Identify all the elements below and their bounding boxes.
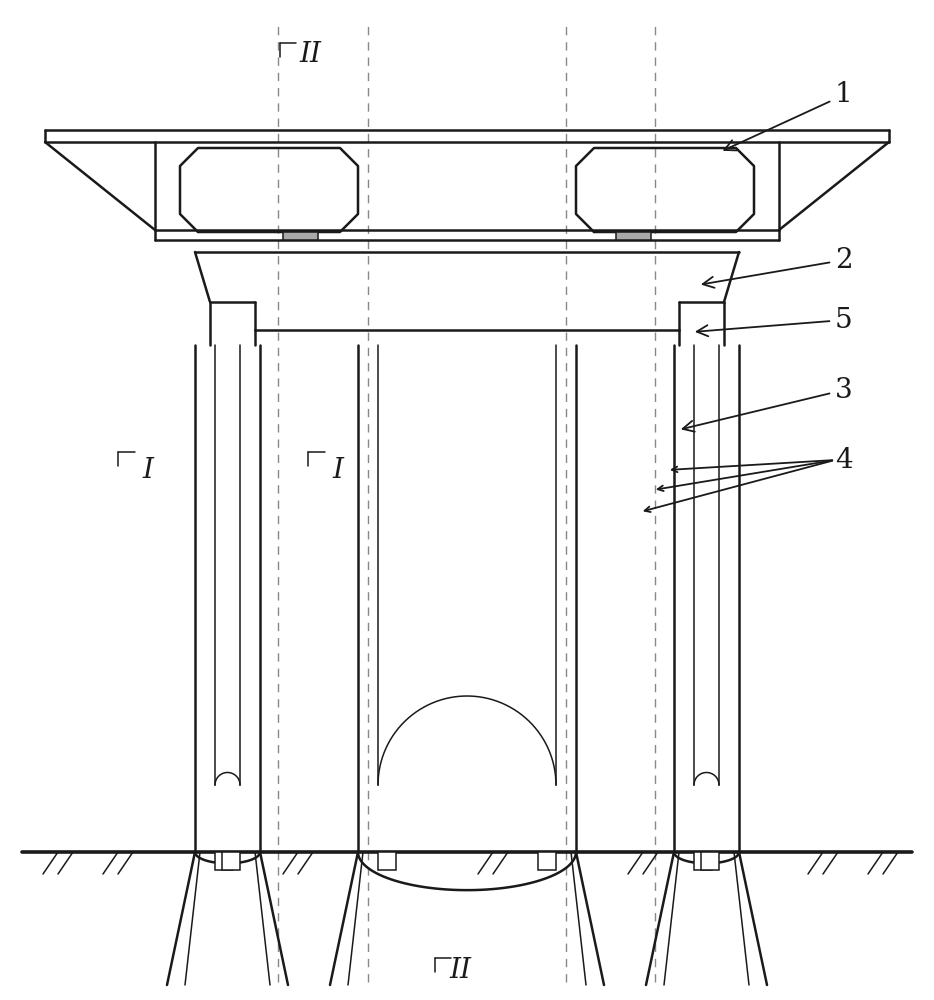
Text: 1: 1 (725, 82, 853, 150)
Bar (694, 852, 712, 870)
Bar (616, 232, 651, 240)
Bar (222, 852, 240, 870)
Text: 3: 3 (683, 376, 853, 432)
Bar (701, 852, 719, 870)
Text: I: I (143, 456, 153, 484)
Text: II: II (449, 956, 471, 984)
Bar (283, 232, 318, 240)
Text: 2: 2 (702, 246, 853, 288)
Text: 5: 5 (697, 306, 853, 336)
Text: I: I (333, 456, 344, 484)
Bar (378, 852, 396, 870)
Bar (538, 852, 556, 870)
Text: II: II (299, 41, 321, 68)
Bar (215, 852, 233, 870)
Text: 4: 4 (835, 446, 853, 474)
